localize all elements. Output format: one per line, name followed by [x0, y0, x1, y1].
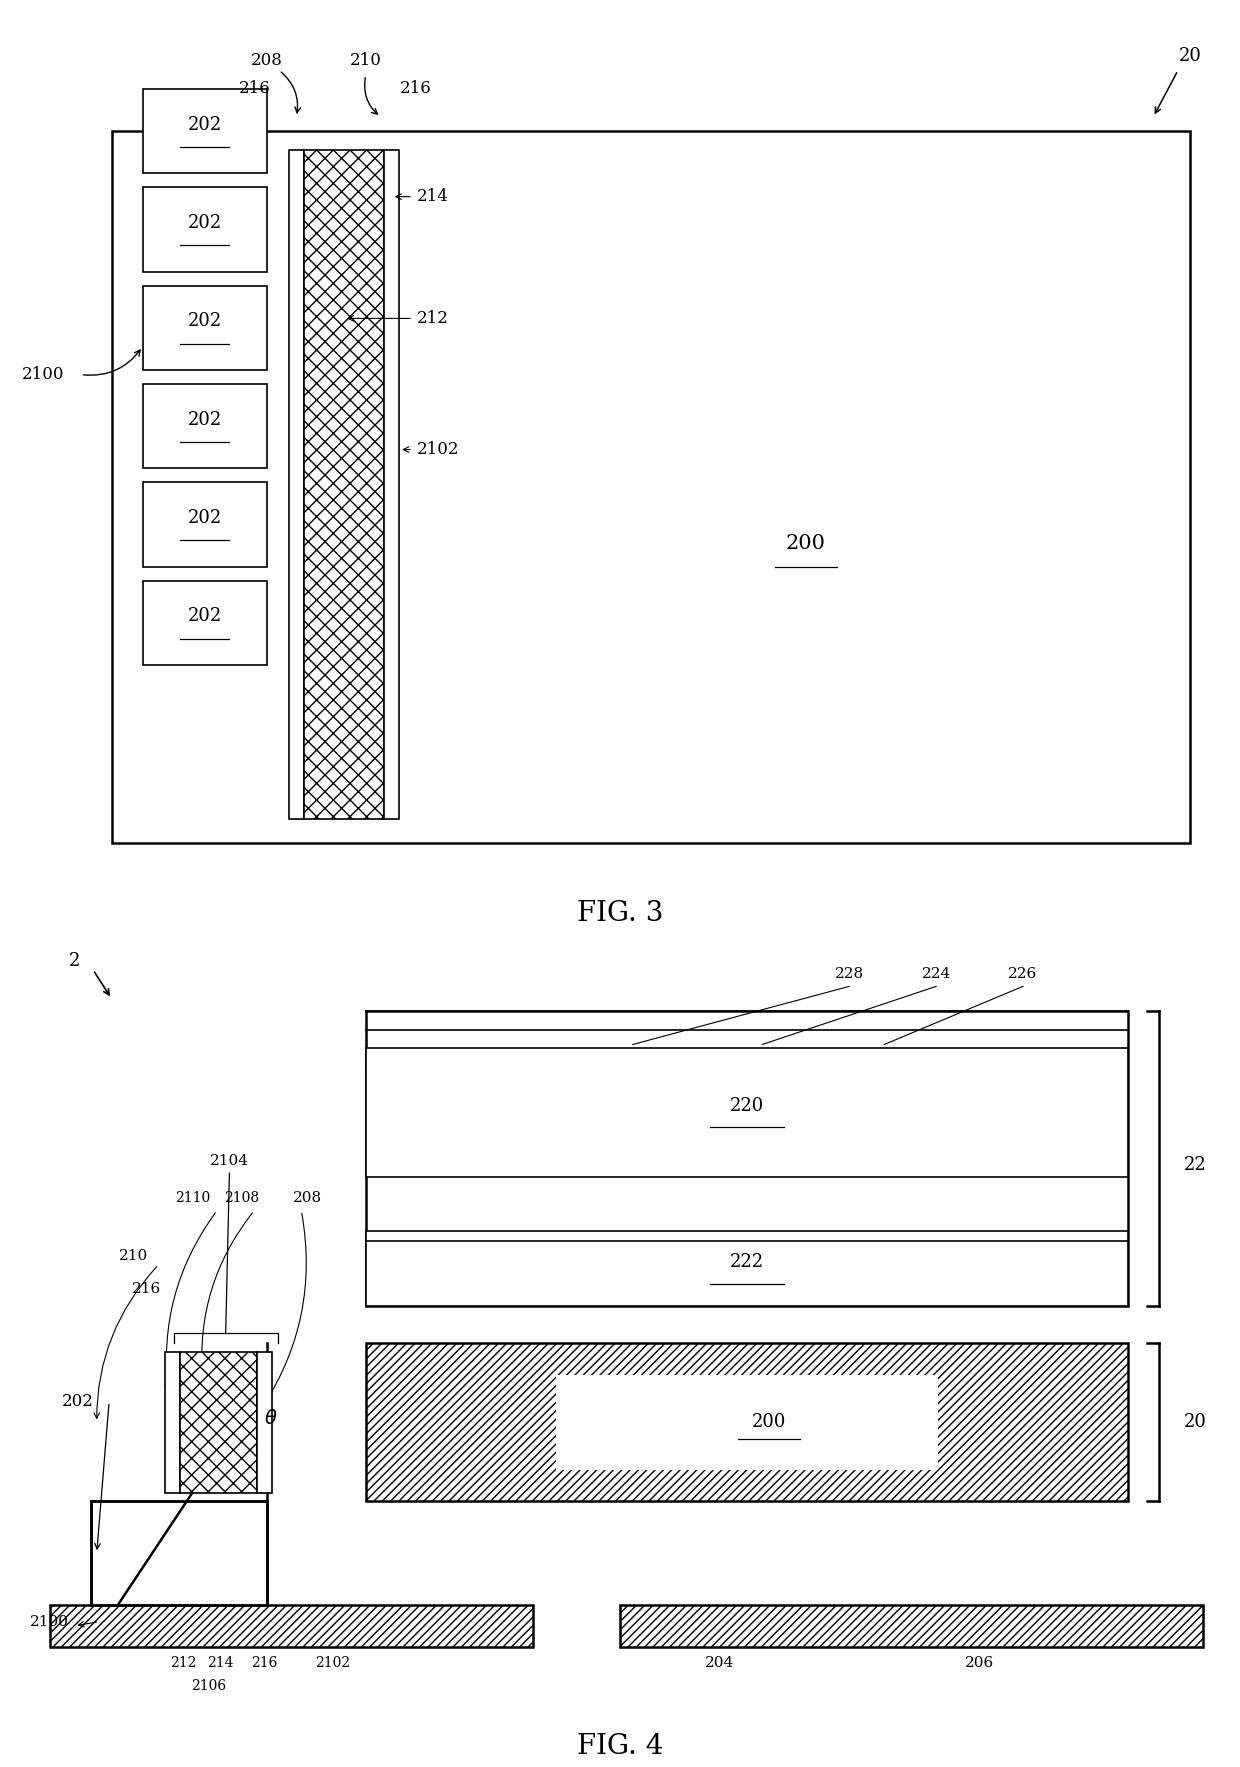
Text: 2102: 2102 — [417, 442, 459, 458]
Bar — [620, 1604, 1203, 1647]
Bar — [304, 150, 384, 820]
Text: 202: 202 — [187, 509, 222, 527]
Bar — [50, 1604, 533, 1647]
Bar — [366, 1343, 1128, 1502]
Polygon shape — [91, 1343, 267, 1604]
Bar — [112, 131, 1190, 843]
Text: 216: 216 — [238, 81, 270, 97]
Text: 202: 202 — [187, 313, 222, 330]
Bar — [366, 1232, 1128, 1306]
Text: 2110: 2110 — [175, 1191, 210, 1205]
Text: 208: 208 — [250, 53, 283, 69]
Text: 2104: 2104 — [210, 1154, 249, 1168]
Bar — [50, 1604, 533, 1647]
Text: 20: 20 — [1184, 1414, 1207, 1431]
Text: 2108: 2108 — [224, 1191, 259, 1205]
Bar — [384, 150, 399, 820]
Bar — [143, 383, 267, 468]
Text: 222: 222 — [730, 1253, 764, 1270]
Text: 206: 206 — [965, 1656, 994, 1670]
Bar — [557, 1375, 937, 1470]
Bar — [165, 1352, 180, 1493]
Text: 212: 212 — [170, 1656, 197, 1670]
Text: 202: 202 — [187, 214, 222, 231]
Bar — [366, 1011, 1128, 1306]
Bar — [143, 581, 267, 664]
Text: 2: 2 — [68, 952, 81, 970]
Bar — [180, 1352, 257, 1493]
Bar — [366, 1343, 1128, 1502]
Text: FIG. 4: FIG. 4 — [577, 1733, 663, 1760]
Text: 216: 216 — [399, 81, 432, 97]
Text: 204: 204 — [704, 1656, 734, 1670]
Bar — [257, 1352, 272, 1493]
Text: 214: 214 — [207, 1656, 234, 1670]
Text: 202: 202 — [62, 1392, 94, 1410]
Text: 202: 202 — [187, 608, 222, 626]
Bar — [143, 187, 267, 272]
Bar — [143, 482, 267, 567]
Text: 200: 200 — [751, 1414, 786, 1431]
Text: 2100: 2100 — [30, 1615, 69, 1629]
Text: 20: 20 — [1179, 48, 1202, 65]
Text: 212: 212 — [417, 309, 449, 327]
Text: 216: 216 — [131, 1283, 161, 1297]
Text: 210: 210 — [350, 53, 382, 69]
Text: 216: 216 — [250, 1656, 278, 1670]
Text: 2100: 2100 — [22, 366, 64, 383]
Text: 210: 210 — [119, 1249, 149, 1263]
Bar — [289, 150, 304, 820]
Text: $\theta$: $\theta$ — [264, 1408, 277, 1428]
Text: 224: 224 — [921, 967, 951, 981]
Text: 22: 22 — [1184, 1156, 1207, 1173]
Text: 2102: 2102 — [315, 1656, 350, 1670]
Bar — [143, 286, 267, 369]
Bar — [620, 1604, 1203, 1647]
Text: FIG. 3: FIG. 3 — [577, 899, 663, 926]
Bar — [91, 1502, 267, 1604]
Text: 208: 208 — [293, 1191, 322, 1205]
Text: 2106: 2106 — [191, 1679, 226, 1693]
Bar — [366, 1048, 1128, 1177]
Text: 202: 202 — [187, 410, 222, 429]
Text: 226: 226 — [1008, 967, 1038, 981]
Text: 228: 228 — [835, 967, 864, 981]
Text: 220: 220 — [730, 1097, 764, 1115]
Text: 200: 200 — [786, 534, 826, 553]
Text: 214: 214 — [417, 187, 449, 205]
Text: 202: 202 — [187, 115, 222, 134]
Bar — [143, 88, 267, 173]
